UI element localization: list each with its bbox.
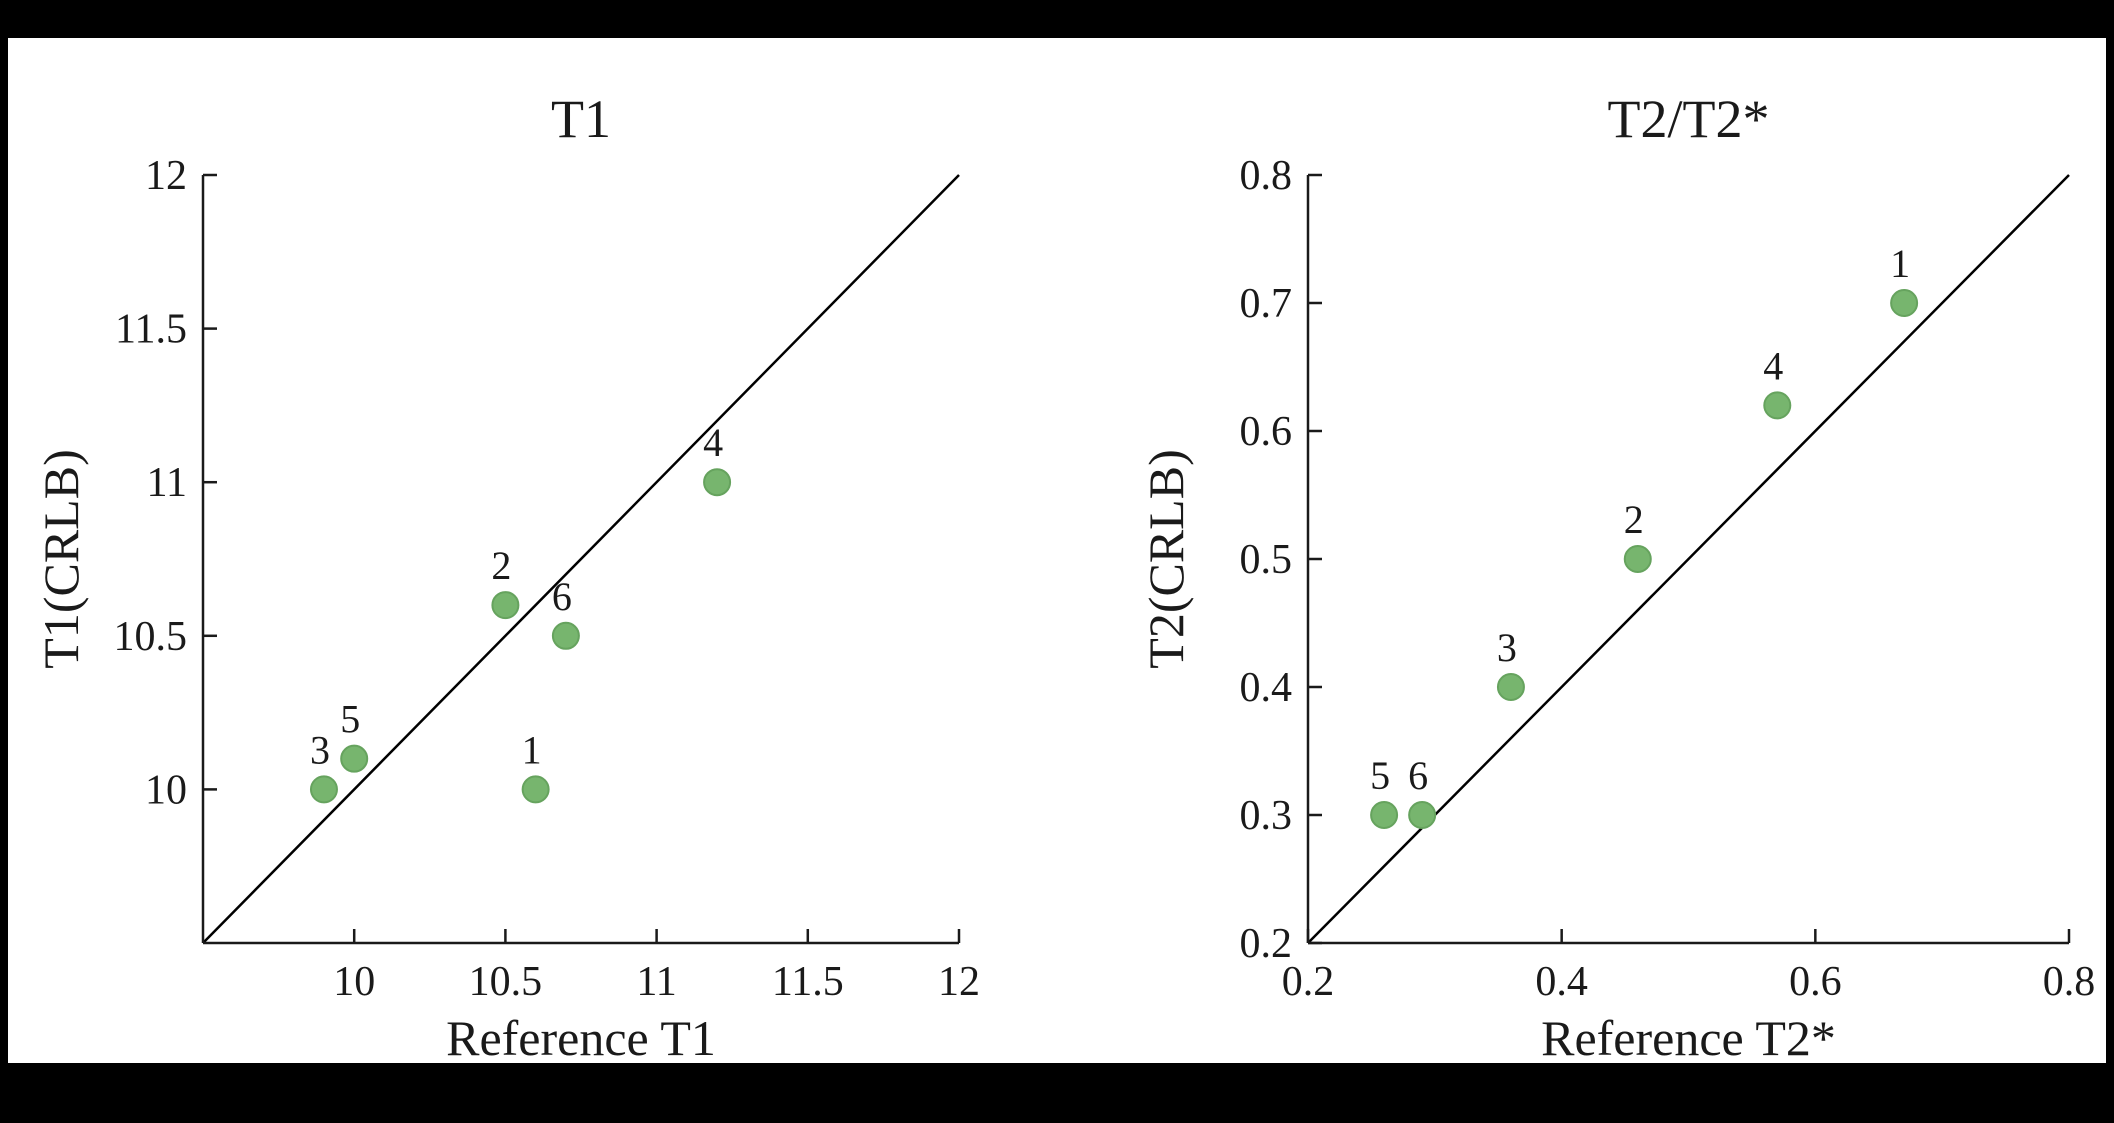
data-point-5 [340, 744, 369, 773]
point-label-5: 5 [340, 697, 360, 742]
y-tick-label: 0.4 [1240, 665, 1293, 711]
point-label-1: 1 [522, 727, 542, 772]
data-point-2 [491, 591, 520, 620]
chart-svg: 10 10.5 11 11.5 121010.51111.512T1Reference … [33, 89, 980, 1063]
x-tick-label: 0.4 [1535, 959, 1588, 1005]
data-point-2 [1623, 545, 1652, 573]
x-axis-label: Reference T2* [1541, 1010, 1836, 1063]
data-point-4 [1763, 391, 1792, 420]
point-label-2: 2 [491, 543, 511, 588]
x-tick-label: 0.8 [2043, 959, 2096, 1005]
data-point-5 [1370, 801, 1399, 829]
data-point-6 [551, 621, 580, 650]
y-tick-label: 11.5 [115, 307, 187, 353]
point-label-1: 1 [1890, 241, 1910, 286]
x-tick-label: 11 [636, 959, 676, 1005]
x-tick-label: 10 [333, 959, 375, 1005]
data-point-6 [1408, 801, 1437, 829]
chart-svg: 0.2 0.4 0.6 0.8 0.2 0.3 0.4 0.5 0.6 0.7 0.8 T2/T2* R… [1138, 89, 2096, 1063]
x-tick-label: 10.5 [469, 959, 543, 1005]
t2-scatter-chart: 0.2 0.4 0.6 0.8 0.2 0.3 0.4 0.5 0.6 0.7 0.8 T2/T2* R… [1057, 38, 2106, 1063]
point-label-6: 6 [1408, 753, 1428, 798]
x-tick-label: 0.6 [1789, 959, 1842, 1005]
x-tick-label: 12 [938, 959, 980, 1005]
y-tick-label: 0.8 [1240, 153, 1293, 199]
chart-title: T1 [551, 89, 611, 149]
y-tick-label: 0.7 [1240, 281, 1293, 327]
chart-title: T2/T2* [1608, 89, 1770, 149]
data-point-4 [703, 468, 732, 497]
y-tick-label: 10.5 [114, 614, 188, 660]
y-tick-label: 0.2 [1240, 921, 1293, 967]
y-tick-label: 0.6 [1240, 409, 1293, 455]
point-label-3: 3 [310, 727, 330, 772]
x-axis-label: Reference T1 [446, 1010, 716, 1063]
data-point-1 [1890, 289, 1919, 317]
y-tick-label: 0.3 [1240, 793, 1293, 839]
x-tick-label: 11.5 [772, 959, 844, 1005]
point-label-6: 6 [552, 574, 572, 619]
y-tick-label: 11 [147, 460, 187, 506]
data-point-1 [521, 775, 550, 804]
y-tick-label: 0.5 [1240, 537, 1293, 583]
point-label-4: 4 [1763, 343, 1783, 388]
data-point-3 [309, 775, 338, 804]
y-axis-label: T2(CRLB) [1138, 449, 1194, 668]
t1-scatter-chart: 10 10.5 11 11.5 12 10 10.5 11 11.5 12 T1 Reference … [8, 38, 1057, 1063]
x-tick-label: 0.2 [1282, 959, 1335, 1005]
figure-panel: 10 10.5 11 11.5 12 10 10.5 11 11.5 12 T1 Reference … [8, 38, 2106, 1063]
y-axis-label: T1(CRLB) [33, 449, 89, 668]
data-point-3 [1496, 673, 1525, 701]
point-label-2: 2 [1624, 497, 1644, 542]
y-tick-label: 12 [145, 153, 187, 199]
y-tick-label: 10 [145, 767, 187, 813]
point-label-5: 5 [1370, 753, 1390, 798]
point-label-3: 3 [1497, 625, 1517, 670]
point-label-4: 4 [703, 420, 723, 465]
identity-line [202, 174, 960, 944]
